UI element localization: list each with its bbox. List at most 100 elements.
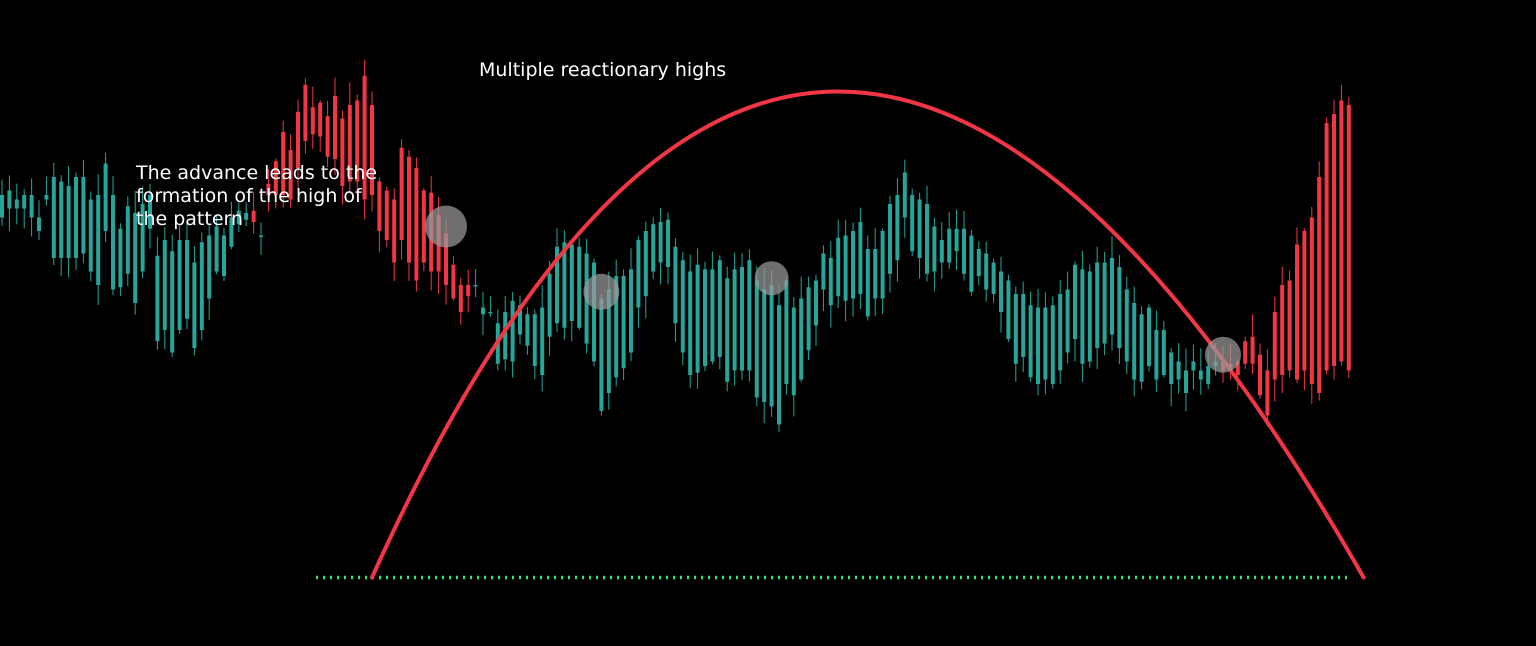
candle-body-up: [1043, 307, 1048, 380]
candle-body-down: [414, 168, 419, 281]
candle-body-up: [214, 226, 219, 272]
candle-body-up: [917, 199, 922, 258]
candle-body-up: [1006, 280, 1011, 339]
candle-body-up: [199, 242, 204, 330]
candle-body-down: [407, 156, 411, 263]
candle-body-up: [148, 195, 152, 229]
annotation-advance-line-2: formation of the high of: [136, 185, 362, 207]
candle-body-down: [310, 107, 315, 135]
candle-body-down: [1346, 105, 1351, 371]
candle-body-down: [347, 105, 352, 182]
candle-body-up: [51, 177, 56, 258]
candle-body-down: [296, 111, 300, 168]
candle-body-down: [1250, 336, 1255, 364]
candle-body-up: [695, 264, 700, 373]
candle-body-up: [29, 195, 34, 218]
candle-body-up: [555, 246, 559, 324]
candle-body-up: [710, 269, 715, 362]
candle-body-up: [1110, 258, 1114, 335]
candle-body-up: [222, 235, 226, 276]
candle-body-up: [777, 305, 781, 425]
candle-body-up: [503, 312, 508, 360]
candle-body-down: [1265, 370, 1270, 416]
candle-body-up: [592, 262, 596, 362]
candle-body-down: [325, 116, 330, 157]
candle-body-up: [814, 280, 818, 326]
candle-body-up: [1206, 366, 1211, 384]
candle-body-up: [910, 195, 915, 252]
candle-body-up: [133, 213, 138, 303]
candle-body-up: [821, 253, 826, 290]
candle-body-up: [1080, 269, 1085, 364]
candle-body-up: [954, 228, 959, 252]
candle-body-up: [680, 260, 685, 353]
candle-body-up: [762, 289, 767, 402]
candle-body-up: [858, 222, 863, 294]
reactionary-high-marker: [754, 261, 789, 296]
candle-body-up: [658, 222, 663, 263]
candle-body-down: [340, 118, 345, 186]
candle-body-down: [1272, 312, 1277, 380]
annotation-advance-line-3: the pattern: [136, 208, 244, 230]
candle-body-up: [1184, 370, 1188, 393]
candle-body-up: [962, 228, 966, 274]
reactionary-high-marker: [1205, 336, 1241, 373]
candle-body-up: [799, 298, 804, 380]
candle-body-down: [1280, 285, 1285, 375]
candle-body-down: [370, 105, 374, 195]
candle-body-down: [333, 96, 337, 159]
candle-body-up: [1154, 330, 1159, 380]
candle-body-up: [577, 246, 582, 328]
candle-body-down: [355, 100, 360, 182]
candle-body-up: [1102, 262, 1107, 344]
candle-body-down: [444, 233, 448, 285]
candle-body-up: [703, 269, 707, 366]
candle-body-up: [118, 228, 123, 288]
candle-body-up: [754, 280, 759, 398]
candle-body-up: [7, 190, 12, 209]
candle-body-up: [1117, 267, 1122, 348]
candle-body-up: [902, 172, 907, 218]
candle-body-up: [606, 289, 611, 393]
candle-body-up: [806, 287, 811, 351]
candle-body-up: [259, 235, 263, 237]
candle-body-up: [125, 206, 130, 274]
candle-body-down: [1302, 231, 1307, 371]
candle-body-down: [458, 285, 463, 312]
candle-body-up: [532, 314, 537, 366]
candle-body-up: [1147, 307, 1151, 366]
candle-body-up: [1191, 361, 1196, 371]
candle-body-up: [1065, 289, 1070, 353]
candle-body-up: [0, 195, 4, 218]
candle-body-up: [562, 242, 567, 328]
candle-body-up: [192, 262, 197, 348]
annotation-reactionary-highs: Multiple reactionary highs: [479, 59, 726, 82]
candle-body-up: [177, 240, 182, 330]
candle-body-up: [791, 307, 796, 396]
candle-body-up: [976, 249, 981, 276]
candle-body-up: [836, 237, 841, 297]
candle-body-up: [74, 177, 78, 258]
candle-body-up: [81, 177, 86, 254]
annotation-advance-line-1: The advance leads to the: [136, 162, 378, 184]
candle-body-down: [266, 183, 271, 195]
candle-body-up: [784, 280, 789, 384]
candle-body-down: [451, 264, 456, 299]
candle-body-up: [651, 224, 656, 272]
candle-body-up: [636, 240, 641, 308]
candle-body-up: [969, 235, 974, 292]
candle-body-up: [14, 199, 19, 209]
candle-body-up: [932, 226, 937, 272]
rounding-top-arc: [370, 89, 1366, 580]
candle-body-up: [140, 204, 145, 272]
candle-body-up: [1036, 307, 1040, 384]
candle-body-up: [488, 312, 493, 314]
candle-body-up: [1139, 314, 1144, 382]
reactionary-high-marker: [583, 273, 620, 310]
candle-body-down: [1243, 341, 1248, 364]
candle-body-up: [569, 244, 574, 321]
candle-body-up: [518, 305, 522, 335]
candle-body-up: [66, 186, 71, 258]
candle-body-down: [421, 190, 426, 263]
candle-body-up: [688, 271, 693, 375]
